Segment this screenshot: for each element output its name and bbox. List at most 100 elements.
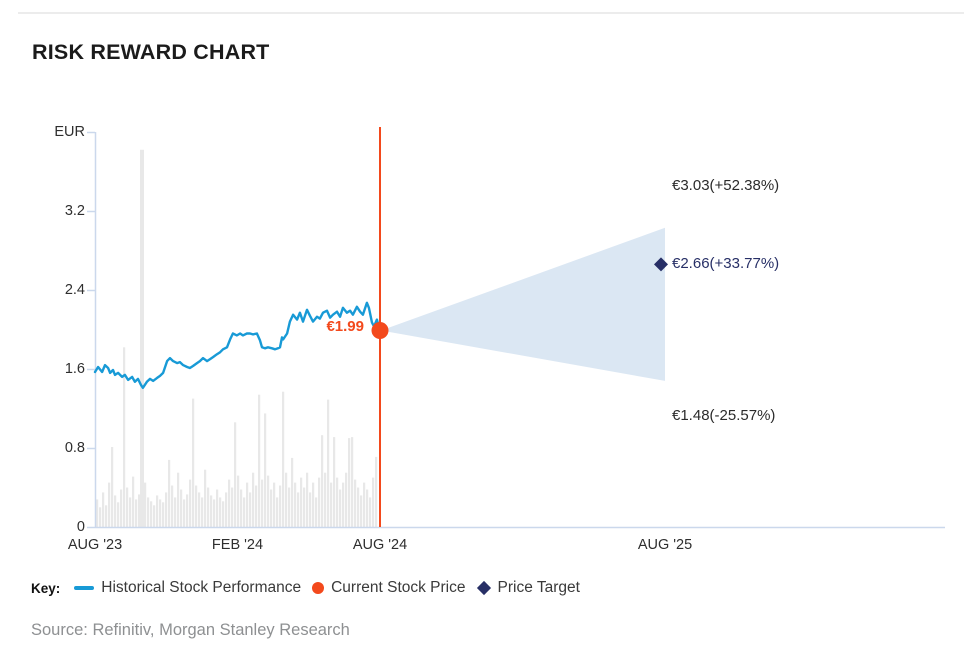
y-tick-label: 3.2 <box>64 203 85 219</box>
x-tick-label: AUG '25 <box>637 537 693 553</box>
current-price-dot <box>371 322 389 339</box>
bear-target-label: €1.48(-25.57%) <box>672 407 776 424</box>
price-target-diamond-icon <box>476 580 491 596</box>
volume-bar <box>270 489 273 527</box>
volume-bar <box>156 495 159 527</box>
y-tick-label: 1.6 <box>64 361 85 377</box>
volume-bar <box>102 492 105 527</box>
volume-bar <box>360 495 363 527</box>
price-target-diamond <box>654 257 668 272</box>
current-price-dot-icon <box>312 582 325 594</box>
x-tick-label: AUG '23 <box>67 537 123 553</box>
base-target-label: €2.66(+33.77%) <box>672 255 780 272</box>
volume-bar <box>140 149 144 528</box>
volume-bar <box>210 495 213 527</box>
volume-bar <box>216 489 219 527</box>
volume-bar <box>153 505 156 527</box>
volume-bar <box>189 479 192 527</box>
volume-bar <box>351 437 354 527</box>
volume-bar <box>132 476 135 527</box>
volume-bar <box>237 475 240 527</box>
volume-bar <box>180 489 183 527</box>
volume-bar <box>357 487 360 527</box>
y-tick-label: 2.4 <box>64 282 85 298</box>
volume-bar <box>159 499 162 527</box>
volume-bar <box>99 507 102 528</box>
volume-bar <box>150 501 153 527</box>
volume-bar <box>276 497 279 527</box>
volume-bar <box>123 347 126 527</box>
volume-bar <box>225 492 228 527</box>
historical-line-icon <box>74 586 95 590</box>
volume-bar <box>348 438 351 527</box>
legend-item-label: Historical Stock Performance <box>101 579 302 596</box>
volume-bar <box>258 394 261 527</box>
volume-bar <box>282 391 285 527</box>
volume-bar <box>111 447 114 527</box>
y-axis-unit-label: EUR <box>54 124 85 140</box>
volume-bar <box>195 485 198 527</box>
volume-bar <box>114 495 117 527</box>
volume-bar <box>327 399 330 527</box>
volume-bar <box>375 456 378 527</box>
volume-bar <box>201 497 204 527</box>
legend-item-price-target: Price Target <box>476 579 580 597</box>
volume-bar <box>162 502 165 527</box>
volume-bar <box>108 482 111 527</box>
volume-bar <box>324 472 327 527</box>
volume-bar <box>183 499 186 527</box>
volume-bar <box>144 482 147 527</box>
volume-bar <box>192 398 195 527</box>
volume-bar <box>129 497 132 527</box>
volume-bar <box>249 492 252 527</box>
volume-bar <box>339 489 342 527</box>
volume-bar <box>255 485 258 527</box>
chart-legend: Key: Historical Stock Performance Curren… <box>31 579 580 597</box>
page-title: RISK REWARD CHART <box>32 40 270 64</box>
volume-bar <box>219 497 222 527</box>
volume-bar <box>198 492 201 527</box>
y-tick-label: 0 <box>76 519 85 535</box>
volume-bar <box>342 482 345 527</box>
volume-bar <box>207 487 210 527</box>
volume-bar <box>369 497 372 527</box>
top-divider <box>18 12 964 14</box>
volume-bar <box>177 472 180 527</box>
volume-bar <box>117 502 120 527</box>
volume-bar <box>138 494 141 527</box>
volume-bar <box>318 477 321 527</box>
volume-bar <box>330 482 333 527</box>
source-note: Source: Refinitiv, Morgan Stanley Resear… <box>31 621 350 639</box>
volume-bar <box>273 482 276 527</box>
x-tick-label: AUG '24 <box>352 537 408 553</box>
volume-bar <box>228 479 231 527</box>
volume-bar <box>297 492 300 527</box>
volume-bar <box>291 457 294 527</box>
volume-bar <box>372 477 375 527</box>
volume-bar <box>345 472 348 527</box>
y-tick-label: 0.8 <box>64 440 85 456</box>
volume-bar <box>261 479 264 527</box>
volume-bar <box>234 422 237 527</box>
volume-bar <box>213 499 216 527</box>
volume-bar <box>186 494 189 527</box>
bull-target-label: €3.03(+52.38%) <box>672 177 780 194</box>
legend-item-current-price: Current Stock Price <box>312 579 466 597</box>
legend-item-label: Price Target <box>497 579 580 596</box>
volume-bar <box>321 435 324 527</box>
volume-bar <box>285 472 288 527</box>
volume-bar <box>315 497 318 527</box>
volume-bar <box>120 489 123 527</box>
volume-bar <box>303 487 306 527</box>
volume-bar <box>243 497 246 527</box>
legend-key-label: Key: <box>31 580 61 596</box>
volume-bar <box>363 482 366 527</box>
chart-label-layer: €3.03(+52.38%) €2.66(+33.77%) €1.48(-25.… <box>54 124 780 553</box>
legend-item-historical: Historical Stock Performance <box>74 579 301 597</box>
x-tick-label: FEB '24 <box>211 537 264 553</box>
volume-bar <box>264 413 267 527</box>
volume-bar <box>366 489 369 527</box>
risk-reward-cone <box>381 227 665 381</box>
volume-bar <box>267 475 270 527</box>
volume-bar <box>336 477 339 527</box>
